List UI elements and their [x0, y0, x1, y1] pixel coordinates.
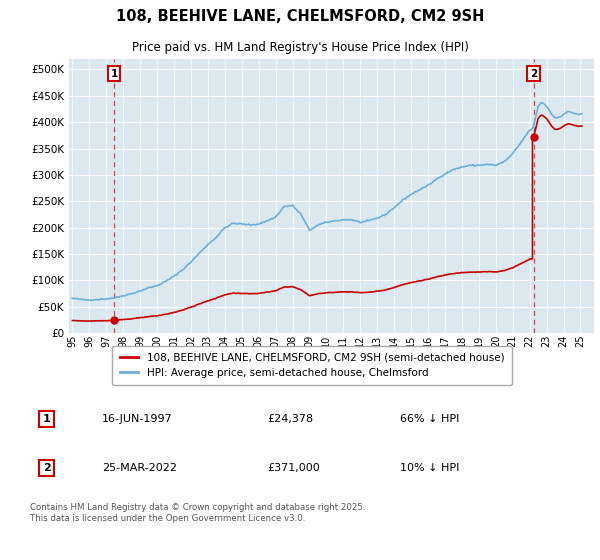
Legend: 108, BEEHIVE LANE, CHELMSFORD, CM2 9SH (semi-detached house), HPI: Average price: 108, BEEHIVE LANE, CHELMSFORD, CM2 9SH (…	[112, 346, 512, 385]
Text: 10% ↓ HPI: 10% ↓ HPI	[400, 463, 459, 473]
Text: 2: 2	[43, 463, 50, 473]
Text: £24,378: £24,378	[268, 414, 313, 424]
Text: 2: 2	[530, 69, 537, 79]
Text: Contains HM Land Registry data © Crown copyright and database right 2025.
This d: Contains HM Land Registry data © Crown c…	[30, 503, 365, 522]
Text: £371,000: £371,000	[268, 463, 320, 473]
Text: 66% ↓ HPI: 66% ↓ HPI	[400, 414, 459, 424]
Text: 16-JUN-1997: 16-JUN-1997	[102, 414, 173, 424]
Text: 1: 1	[43, 414, 50, 424]
Text: Price paid vs. HM Land Registry's House Price Index (HPI): Price paid vs. HM Land Registry's House …	[131, 41, 469, 54]
Text: 1: 1	[110, 69, 118, 79]
Text: 25-MAR-2022: 25-MAR-2022	[102, 463, 177, 473]
Text: 108, BEEHIVE LANE, CHELMSFORD, CM2 9SH: 108, BEEHIVE LANE, CHELMSFORD, CM2 9SH	[116, 9, 484, 24]
